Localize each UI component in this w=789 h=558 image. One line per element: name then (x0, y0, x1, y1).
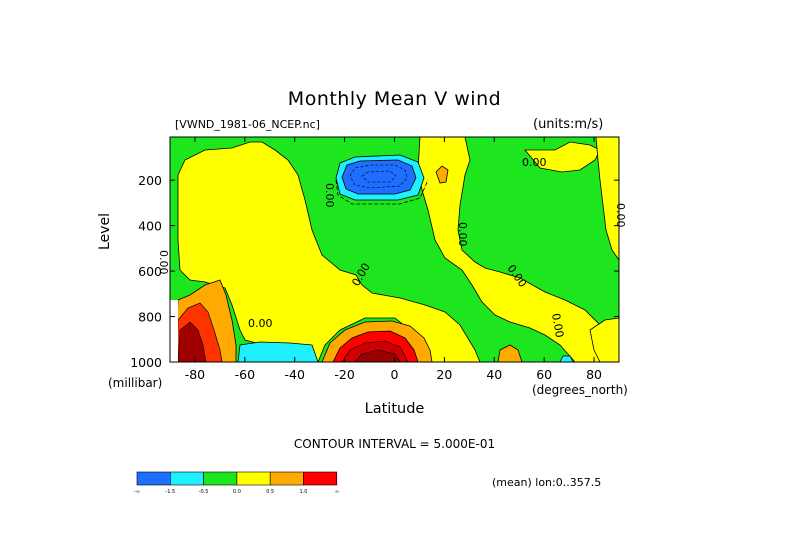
contour-label: 0.00 (323, 183, 336, 208)
units-label: (units:m/s) (533, 117, 604, 132)
y-axis-label: Level (97, 213, 113, 250)
y-tick-label: 1000 (130, 355, 162, 370)
y-tick-label: 800 (138, 310, 162, 325)
contour-fills (170, 137, 619, 362)
fill-yellow-right-column (595, 137, 619, 261)
contour-jet-inner (349, 164, 408, 189)
colorbar-label: 0.0 (233, 489, 241, 495)
colorbar-swatch (203, 471, 238, 486)
chart-title: Monthly Mean V wind (287, 88, 502, 110)
x-tick-label: 40 (486, 367, 502, 382)
x-axis-ticks: -80 -60 -40 -20 0 20 40 60 80 (185, 137, 602, 382)
x-tick-label: -40 (285, 367, 305, 382)
contour-label: 0.00 (157, 250, 170, 275)
fill-cyan-right (559, 355, 574, 362)
fill-orange-right (497, 344, 523, 362)
colorbar-swatch (303, 471, 338, 486)
fill-yellow-left (177, 141, 481, 362)
colorbar-label: ∞ (335, 489, 339, 495)
colorbar-label: -0.5 (199, 489, 209, 495)
fill-no-data (170, 300, 178, 362)
fill-cyan-lower (237, 341, 319, 362)
contour-label: 0.00 (549, 312, 566, 338)
y-tick-label: 200 (138, 173, 162, 188)
x-tick-label: -60 (235, 367, 255, 382)
x-axis-label: Latitude (364, 401, 425, 417)
fill-darkred-antarctic (177, 321, 207, 362)
colorbar-label: -∞ (134, 489, 140, 495)
colorbar-label: -1.5 (165, 489, 175, 495)
x-tick-label: 60 (536, 367, 552, 382)
contour-interval-note: CONTOUR INTERVAL = 5.000E-01 (293, 437, 496, 451)
contour-jet-core (361, 170, 397, 183)
x-tick-label: 80 (586, 367, 602, 382)
x-tick-label: 0 (391, 367, 399, 382)
contour-labels: 0.00 0.00 0.00 0.00 0.00 0.00 0.00 0.00 … (157, 156, 627, 339)
contour-label: 0.00 (522, 156, 547, 169)
x-tick-label: -20 (334, 367, 354, 382)
y-axis-unit: (millibar) (108, 376, 163, 390)
contour-jet-outer (335, 179, 429, 205)
fill-orange-small (435, 165, 449, 184)
fill-maroon-lowjet (354, 349, 401, 362)
colorbar: -∞ -1.5 -0.5 0.0 0.5 1.0 ∞ (134, 471, 339, 495)
colorbar-label: 0.5 (266, 489, 274, 495)
y-tick-label: 600 (138, 264, 162, 279)
mean-note: (mean) lon:0..357.5 (492, 476, 602, 489)
x-tick-label: -80 (185, 367, 205, 382)
dataset-label: [VWND_1981-06_NCEP.nc] (175, 118, 320, 131)
contour-label: 0.00 (456, 222, 469, 247)
x-axis-unit: (degrees_north) (532, 383, 628, 397)
colorbar-swatch (136, 471, 171, 486)
contour-label: 0.00 (614, 203, 627, 228)
colorbar-swatch (236, 471, 271, 486)
colorbar-label: 1.0 (300, 489, 308, 495)
fill-blue-jet (341, 159, 417, 195)
contour-label: 0.00 (248, 317, 273, 330)
x-tick-label: 20 (436, 367, 452, 382)
colorbar-swatch (269, 471, 304, 486)
colorbar-swatch (170, 471, 204, 486)
fill-yellow-right-low (589, 317, 619, 362)
y-axis-ticks: 200 400 600 800 1000 (130, 173, 619, 370)
y-tick-label: 400 (138, 219, 162, 234)
